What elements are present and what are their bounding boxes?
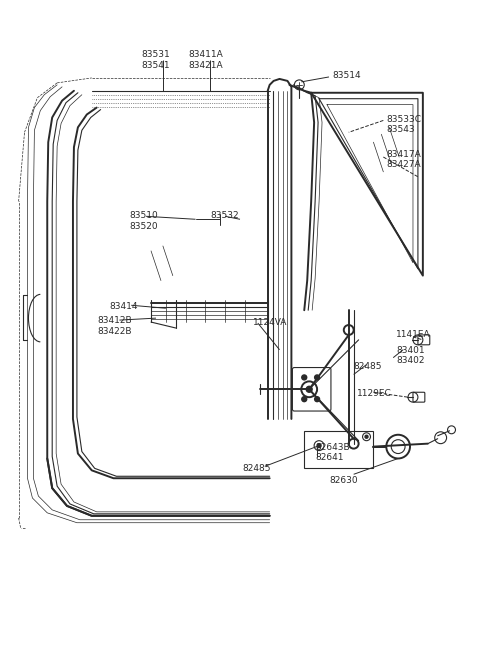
Text: 1124VA: 1124VA xyxy=(253,318,287,327)
Text: 82643B
82641: 82643B 82641 xyxy=(315,443,350,462)
Text: 83531
83541: 83531 83541 xyxy=(142,50,170,70)
Text: 83533C
83543: 83533C 83543 xyxy=(386,114,421,134)
Text: 83401
83402: 83401 83402 xyxy=(396,346,425,365)
Text: 83411A
83421A: 83411A 83421A xyxy=(188,50,223,70)
Text: 82485: 82485 xyxy=(242,464,271,474)
Circle shape xyxy=(302,397,307,401)
Text: 83414: 83414 xyxy=(109,302,138,311)
Text: 82630: 82630 xyxy=(329,476,358,486)
Text: 83417A
83427A: 83417A 83427A xyxy=(386,150,421,170)
Text: 82485: 82485 xyxy=(354,361,382,371)
Circle shape xyxy=(314,375,320,380)
Circle shape xyxy=(306,386,312,392)
Circle shape xyxy=(317,443,321,447)
Bar xyxy=(304,431,373,468)
Circle shape xyxy=(302,375,307,380)
Text: 83514: 83514 xyxy=(332,71,360,80)
Text: 1129EC: 1129EC xyxy=(357,390,391,398)
Text: 83412B
83422B: 83412B 83422B xyxy=(97,316,132,336)
Text: 83532: 83532 xyxy=(210,212,239,220)
Text: 83510
83520: 83510 83520 xyxy=(129,212,158,231)
Circle shape xyxy=(365,435,368,438)
Circle shape xyxy=(314,397,320,401)
Text: 1141EA: 1141EA xyxy=(396,330,431,339)
